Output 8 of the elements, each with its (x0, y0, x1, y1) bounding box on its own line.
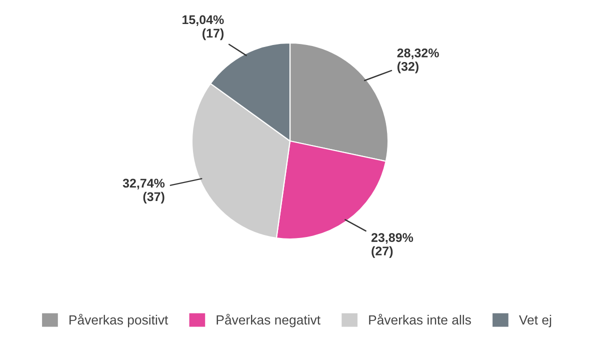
legend-label: Vet ej (518, 314, 552, 328)
legend-label: Påverkas positivt (70, 314, 168, 328)
data-label: 28,32% (32) (397, 48, 439, 74)
legend-label: Påverkas inte alls (369, 314, 471, 325)
data-label: 32,74% (37) (122, 178, 165, 204)
data-label: 15,04% (17) (182, 15, 224, 40)
data-label: 23,89% (27) (371, 233, 414, 258)
legend-label: Påverkas negativt (216, 314, 320, 328)
